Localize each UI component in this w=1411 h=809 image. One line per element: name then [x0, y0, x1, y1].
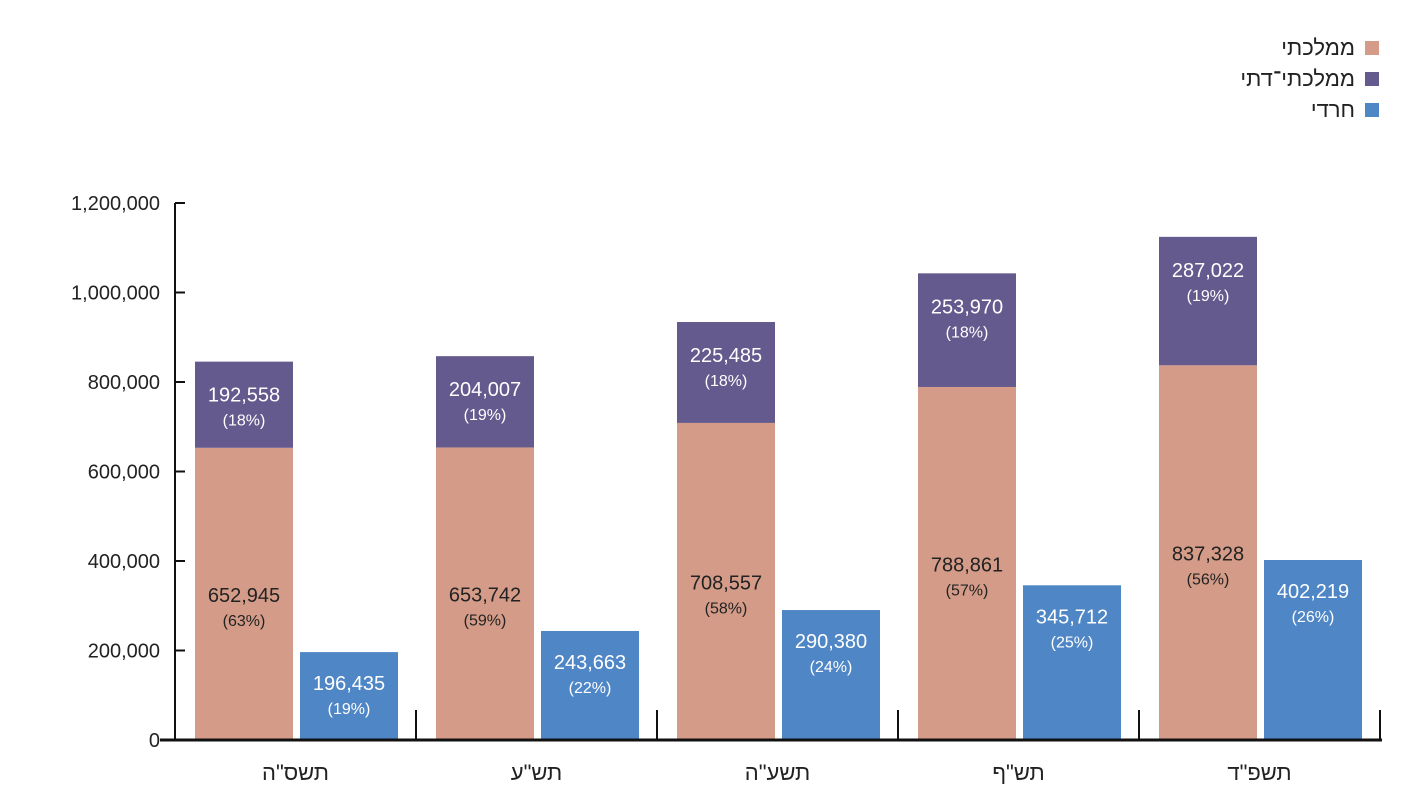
bar-value-label: 345,712 [1036, 606, 1108, 628]
bar-mamlachti-dati [436, 356, 534, 448]
bar-value-label: 402,219 [1277, 581, 1349, 603]
legend-item-mamlachti-dati: ממלכתי־דתי [1240, 63, 1379, 94]
bar-mamlachti [436, 447, 534, 740]
y-tick-label: 1,200,000 [71, 193, 160, 215]
bar-haredi [1023, 585, 1121, 740]
legend-item-haredi: חרדי [1240, 94, 1379, 125]
bar-value-label: 196,435 [313, 673, 385, 695]
bar-value-label: 243,663 [554, 652, 626, 674]
legend: ממלכתי ממלכתי־דתי חרדי [1240, 32, 1379, 125]
bar-percent-label: (57%) [946, 582, 989, 599]
bar-haredi [541, 630, 639, 740]
bar-percent-label: (56%) [1187, 572, 1230, 589]
legend-swatch [1365, 102, 1379, 117]
bar-haredi [1264, 560, 1362, 740]
bar-haredi [782, 610, 880, 740]
bar-percent-label: (58%) [705, 600, 748, 617]
bar-value-label: 192,558 [208, 385, 280, 407]
bar-value-label: 837,328 [1172, 544, 1244, 566]
legend-label: חרדי [1310, 96, 1355, 122]
bar-mamlachti-dati [918, 273, 1016, 387]
x-tick-label: תש"ף [992, 760, 1044, 785]
bar-percent-label: (19%) [1187, 288, 1230, 305]
bar-mamlachti-dati [677, 322, 775, 423]
x-tick-label: תש"ע [511, 760, 562, 785]
bar-percent-label: (24%) [810, 659, 853, 676]
y-tick-label: 600,000 [88, 462, 160, 484]
y-tick-label: 200,000 [88, 641, 160, 663]
bar-value-label: 204,007 [449, 379, 521, 401]
bar-percent-label: (25%) [1051, 634, 1094, 651]
bar-percent-label: (18%) [946, 324, 989, 341]
x-tick-label: תשפ"ד [1227, 760, 1291, 785]
bar-percent-label: (22%) [569, 680, 612, 697]
y-tick-label: 0 [149, 730, 160, 752]
bar-percent-label: (18%) [223, 413, 266, 430]
bar-value-label: 287,022 [1172, 260, 1244, 282]
bar-percent-label: (59%) [464, 613, 507, 630]
bar-value-label: 788,861 [931, 554, 1003, 576]
bar-value-label: 225,485 [690, 345, 762, 367]
bar-mamlachti [918, 386, 1016, 740]
bar-mamlachti [677, 422, 775, 740]
bar-percent-label: (63%) [223, 613, 266, 630]
bar-value-label: 708,557 [690, 572, 762, 594]
bar-mamlachti-dati [1159, 236, 1257, 366]
y-tick-label: 1,000,000 [71, 283, 160, 305]
bar-mamlachti [195, 447, 293, 740]
bar-value-label: 652,945 [208, 585, 280, 607]
bar-percent-label: (26%) [1292, 609, 1335, 626]
bar-haredi [300, 652, 398, 740]
bar-percent-label: (19%) [328, 701, 371, 718]
legend-item-mamlachti: ממלכתי [1240, 32, 1379, 63]
legend-label: ממלכתי־דתי [1240, 65, 1355, 91]
legend-swatch [1365, 71, 1379, 86]
x-tick-label: תשע"ה [745, 760, 810, 785]
bar-mamlachti [1159, 365, 1257, 740]
bar-value-label: 253,970 [931, 296, 1003, 318]
bar-value-label: 653,742 [449, 585, 521, 607]
bar-mamlachti-dati [195, 361, 293, 448]
bar-percent-label: (18%) [705, 373, 748, 390]
bar-value-label: 290,380 [795, 631, 867, 653]
x-tick-label: תשס"ה [262, 760, 329, 785]
y-tick-label: 800,000 [88, 372, 160, 394]
bar-percent-label: (19%) [464, 407, 507, 424]
legend-label: ממלכתי [1281, 34, 1355, 60]
legend-swatch [1365, 40, 1379, 55]
y-tick-label: 400,000 [88, 551, 160, 573]
